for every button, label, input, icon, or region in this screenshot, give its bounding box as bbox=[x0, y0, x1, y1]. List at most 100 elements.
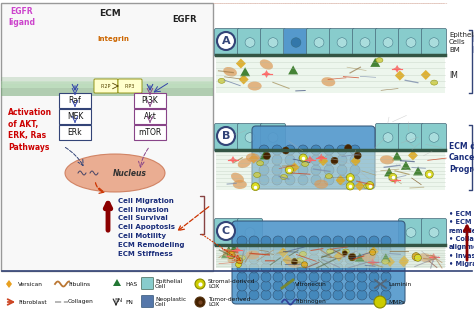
Text: PI2P: PI2P bbox=[101, 84, 111, 88]
Text: Laminin: Laminin bbox=[388, 281, 411, 287]
Ellipse shape bbox=[429, 228, 439, 237]
FancyBboxPatch shape bbox=[142, 295, 154, 307]
Circle shape bbox=[345, 281, 355, 291]
Circle shape bbox=[333, 281, 343, 291]
Circle shape bbox=[297, 245, 307, 255]
Circle shape bbox=[324, 175, 334, 185]
Circle shape bbox=[309, 272, 319, 282]
Ellipse shape bbox=[281, 175, 287, 179]
Circle shape bbox=[297, 263, 307, 273]
Ellipse shape bbox=[65, 154, 165, 192]
Circle shape bbox=[292, 259, 298, 265]
Circle shape bbox=[249, 245, 259, 255]
Ellipse shape bbox=[268, 133, 278, 142]
Ellipse shape bbox=[291, 38, 301, 47]
Circle shape bbox=[425, 170, 433, 178]
Polygon shape bbox=[355, 181, 365, 191]
Circle shape bbox=[237, 236, 247, 246]
FancyBboxPatch shape bbox=[261, 29, 285, 57]
Circle shape bbox=[369, 272, 379, 282]
Circle shape bbox=[321, 245, 331, 255]
Circle shape bbox=[236, 262, 241, 267]
Circle shape bbox=[345, 290, 355, 300]
FancyBboxPatch shape bbox=[237, 29, 263, 57]
Polygon shape bbox=[290, 162, 300, 172]
FancyBboxPatch shape bbox=[134, 109, 166, 124]
Circle shape bbox=[345, 245, 355, 255]
Circle shape bbox=[249, 254, 259, 264]
Circle shape bbox=[337, 155, 347, 165]
Text: ECM: ECM bbox=[99, 8, 121, 18]
Polygon shape bbox=[392, 151, 402, 161]
Circle shape bbox=[272, 155, 282, 165]
Circle shape bbox=[345, 236, 355, 246]
Polygon shape bbox=[351, 156, 361, 166]
Polygon shape bbox=[306, 155, 314, 163]
Circle shape bbox=[285, 245, 295, 255]
Circle shape bbox=[346, 174, 354, 182]
Text: Epithelial
Cell: Epithelial Cell bbox=[155, 279, 182, 289]
Circle shape bbox=[195, 279, 205, 289]
Polygon shape bbox=[6, 280, 12, 288]
FancyBboxPatch shape bbox=[216, 250, 445, 268]
Circle shape bbox=[285, 281, 295, 291]
Text: HAS: HAS bbox=[125, 281, 137, 287]
Polygon shape bbox=[239, 74, 249, 84]
Ellipse shape bbox=[342, 249, 349, 254]
Text: FN: FN bbox=[125, 300, 133, 305]
Circle shape bbox=[369, 245, 379, 255]
Ellipse shape bbox=[362, 252, 376, 261]
Polygon shape bbox=[229, 156, 237, 164]
Circle shape bbox=[381, 263, 391, 273]
Circle shape bbox=[195, 297, 205, 307]
Ellipse shape bbox=[254, 173, 261, 177]
Circle shape bbox=[261, 290, 271, 300]
FancyBboxPatch shape bbox=[1, 3, 213, 271]
Circle shape bbox=[337, 145, 347, 155]
Ellipse shape bbox=[327, 249, 334, 254]
Circle shape bbox=[297, 254, 307, 264]
Circle shape bbox=[311, 155, 321, 165]
Circle shape bbox=[237, 258, 243, 264]
Circle shape bbox=[370, 250, 375, 255]
Circle shape bbox=[259, 145, 269, 155]
Text: Nucleus: Nucleus bbox=[113, 168, 147, 177]
Text: Fibroblast: Fibroblast bbox=[18, 300, 46, 305]
Ellipse shape bbox=[231, 173, 244, 183]
Polygon shape bbox=[334, 251, 344, 261]
Ellipse shape bbox=[246, 250, 260, 259]
Circle shape bbox=[348, 253, 356, 261]
Ellipse shape bbox=[223, 249, 237, 259]
Text: PIP3: PIP3 bbox=[125, 84, 135, 88]
Circle shape bbox=[381, 254, 391, 264]
Ellipse shape bbox=[364, 184, 371, 189]
Circle shape bbox=[345, 145, 352, 151]
Text: ECM during Lung
Cancer
Progression: ECM during Lung Cancer Progression bbox=[449, 142, 474, 174]
FancyBboxPatch shape bbox=[232, 221, 405, 304]
Circle shape bbox=[285, 145, 295, 155]
Circle shape bbox=[249, 263, 259, 273]
Circle shape bbox=[273, 254, 283, 264]
FancyBboxPatch shape bbox=[1, 84, 213, 88]
FancyBboxPatch shape bbox=[215, 124, 239, 151]
Polygon shape bbox=[318, 156, 328, 166]
Circle shape bbox=[273, 272, 283, 282]
FancyBboxPatch shape bbox=[421, 124, 447, 151]
Circle shape bbox=[273, 236, 283, 246]
Circle shape bbox=[217, 222, 235, 240]
Polygon shape bbox=[336, 175, 346, 185]
Circle shape bbox=[309, 281, 319, 291]
Ellipse shape bbox=[337, 38, 347, 47]
Circle shape bbox=[249, 290, 259, 300]
FancyBboxPatch shape bbox=[1, 77, 213, 82]
FancyBboxPatch shape bbox=[216, 246, 445, 268]
Text: MMPs: MMPs bbox=[388, 300, 405, 305]
Ellipse shape bbox=[287, 258, 301, 268]
Polygon shape bbox=[384, 167, 394, 176]
Ellipse shape bbox=[406, 38, 416, 47]
Circle shape bbox=[309, 290, 319, 300]
Polygon shape bbox=[288, 65, 298, 74]
Circle shape bbox=[273, 281, 283, 291]
Ellipse shape bbox=[246, 153, 260, 162]
Circle shape bbox=[321, 281, 331, 291]
